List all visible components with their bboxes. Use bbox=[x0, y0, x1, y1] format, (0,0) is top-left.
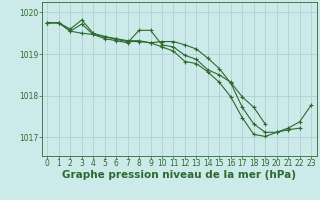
X-axis label: Graphe pression niveau de la mer (hPa): Graphe pression niveau de la mer (hPa) bbox=[62, 170, 296, 180]
